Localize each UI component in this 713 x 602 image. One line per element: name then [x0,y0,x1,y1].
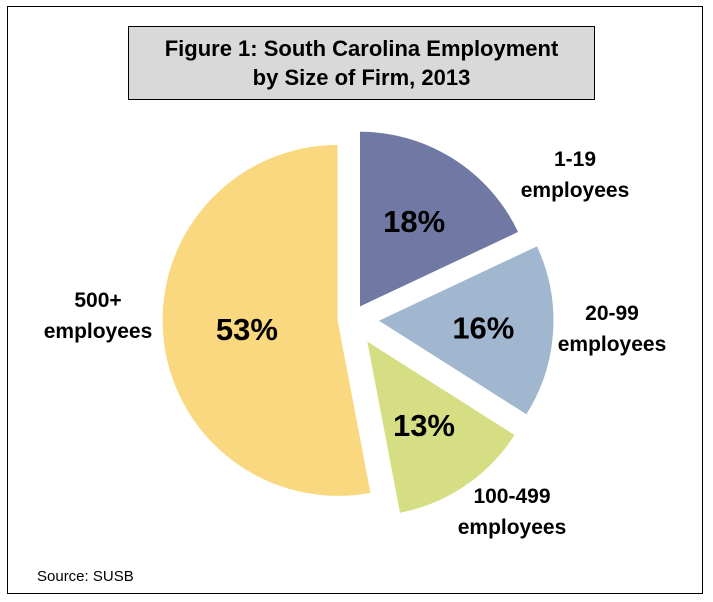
pie-slice-1 [376,245,555,416]
slice-category-label-3-line-1: employees [44,320,153,343]
slice-percent-label-3: 53% [216,312,278,347]
slice-category-label-1-line-1: employees [558,333,667,356]
source-note: Source: SUSB [37,568,134,585]
pie-slice-3 [161,143,372,497]
slice-category-label-1-line-0: 20-99 [585,302,639,325]
chart-title-line-1: Figure 1: South Carolina Employment [164,36,559,61]
chart-title: Figure 1: South Carolina Employment by S… [128,26,595,100]
pie-slice-0 [359,130,520,308]
slice-category-label-0-line-0: 1-19 [554,148,596,171]
chart-title-line-2: by Size of Firm, 2013 [252,65,471,90]
slice-category-label-0-line-1: employees [521,179,630,202]
slice-category-label-2-line-0: 100-499 [473,485,550,508]
slice-category-label-3-line-0: 500+ [74,289,121,312]
slice-percent-label-0: 18% [383,204,445,239]
slice-percent-label-2: 13% [393,408,455,443]
slice-category-label-2-line-1: employees [458,516,567,539]
pie-slice-2 [365,339,516,514]
slice-percent-label-1: 16% [452,310,514,345]
